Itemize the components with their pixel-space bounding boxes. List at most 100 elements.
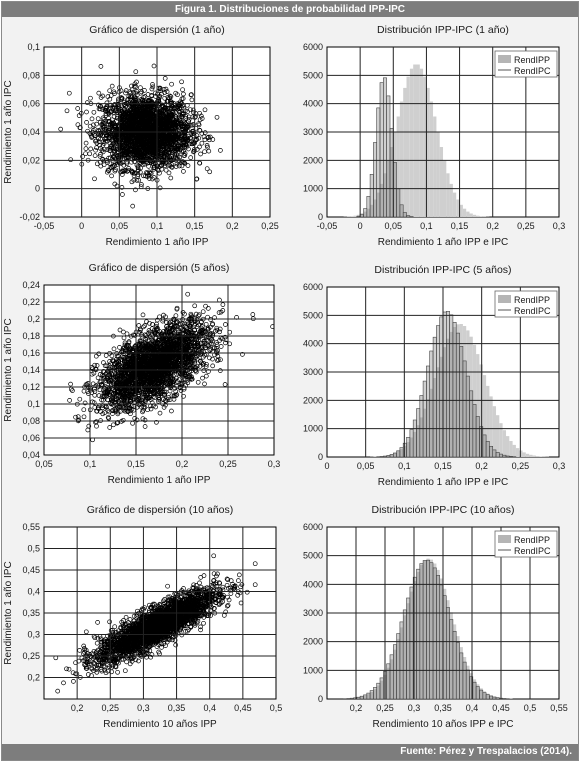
scatter-point [120,192,125,197]
hist-bar [446,173,450,217]
hist-bar [379,82,384,217]
scatter-point [158,336,164,342]
scatter-point [106,409,112,415]
scatter-point [107,161,113,167]
scatter-point [159,122,165,127]
scatter-point [206,134,211,140]
scatter-point [130,119,136,124]
x-tick-label: 0 [79,221,84,231]
scatter-point [96,90,102,96]
scatter-point [197,160,203,166]
scatter-point [100,383,106,389]
scatter-point [139,89,144,95]
scatter-point [206,148,212,154]
scatter-point [121,407,127,413]
scatter-point [138,85,143,91]
scatter-point [88,387,93,393]
scatter-point [121,386,127,391]
scatter-point [109,173,114,179]
scatter-point [153,154,159,160]
scatter-point [170,120,176,126]
scatter-point [110,106,116,111]
scatter-point [109,132,114,138]
scatter-point [104,147,110,152]
scatter-point [202,137,208,143]
scatter-point [150,82,155,87]
scatter-point [110,387,116,393]
scatter-point [164,324,169,329]
scatter-point [140,97,145,103]
scatter-point [66,90,72,96]
scatter-point [136,323,142,328]
hist-bar [416,64,420,217]
scatter-point [218,148,223,153]
scatter-point [124,366,130,372]
scatter-point [131,170,137,176]
scatter-point [210,363,216,369]
scatter-point [101,141,107,146]
scatter-point [199,324,205,329]
hist-bar [476,215,480,217]
scatter-point [118,116,124,122]
hist-bar [429,101,434,217]
scatter-point [205,144,210,150]
chart-title: Gráfico de dispersión (1 año) [89,24,224,36]
scatter-point [91,109,97,115]
scatter-point [201,338,207,344]
scatter-point [104,363,110,369]
scatter-point [121,401,127,406]
hist-bar [409,68,414,217]
scatter-point [171,396,177,402]
scatter-point [151,63,157,69]
scatter-point [88,146,94,152]
hist-bar [399,101,404,217]
scatter-point [175,144,181,149]
scatter-point [157,185,163,191]
scatter-point [137,150,143,155]
scatter-point [131,112,137,117]
scatter-point [218,344,224,349]
scatter-point [83,140,89,146]
scatter-point [192,327,198,333]
scatter-point [153,404,158,410]
scatter-point [132,81,138,87]
scatter-point [174,161,180,167]
scatter-point [112,391,118,396]
chart-title: Distribución IPP-IPC (1 año) [377,24,509,36]
hist-bar [479,216,483,217]
scatter-point [98,152,103,157]
y-tick-label: 0 [318,212,323,222]
scatter-point [212,328,218,334]
scatter-point [106,391,112,397]
scatter-point [121,138,126,144]
scatter-point [149,126,155,132]
scatter-point [203,303,208,309]
y-axis-label: Rendimiento 1 año IPC [3,80,14,183]
scatter-point [181,169,186,174]
scatter-point [167,163,173,168]
scatter-point [180,143,186,148]
scatter-point [97,119,103,125]
scatter-point [173,164,179,169]
scatter-point [155,149,161,154]
scatter-point [168,319,173,325]
scatter-point [96,393,102,398]
hist-bar [370,204,374,217]
scatter-point [178,388,184,393]
scatter-point [145,395,151,401]
hist-bar [406,76,410,217]
scatter-point [144,319,149,324]
scatter-point [93,353,99,359]
series-RendIPC [356,77,414,217]
scatter-point [110,154,116,159]
scatter-point [177,154,183,160]
legend-label: RendIPP [514,55,550,65]
scatter-point [126,132,131,138]
scatter-point [105,138,110,144]
scatter-point [137,338,143,344]
scatter-point [199,140,205,146]
scatter-point [182,108,188,114]
x-tick-label: 0,2 [226,221,239,231]
scatter-point [190,107,196,113]
